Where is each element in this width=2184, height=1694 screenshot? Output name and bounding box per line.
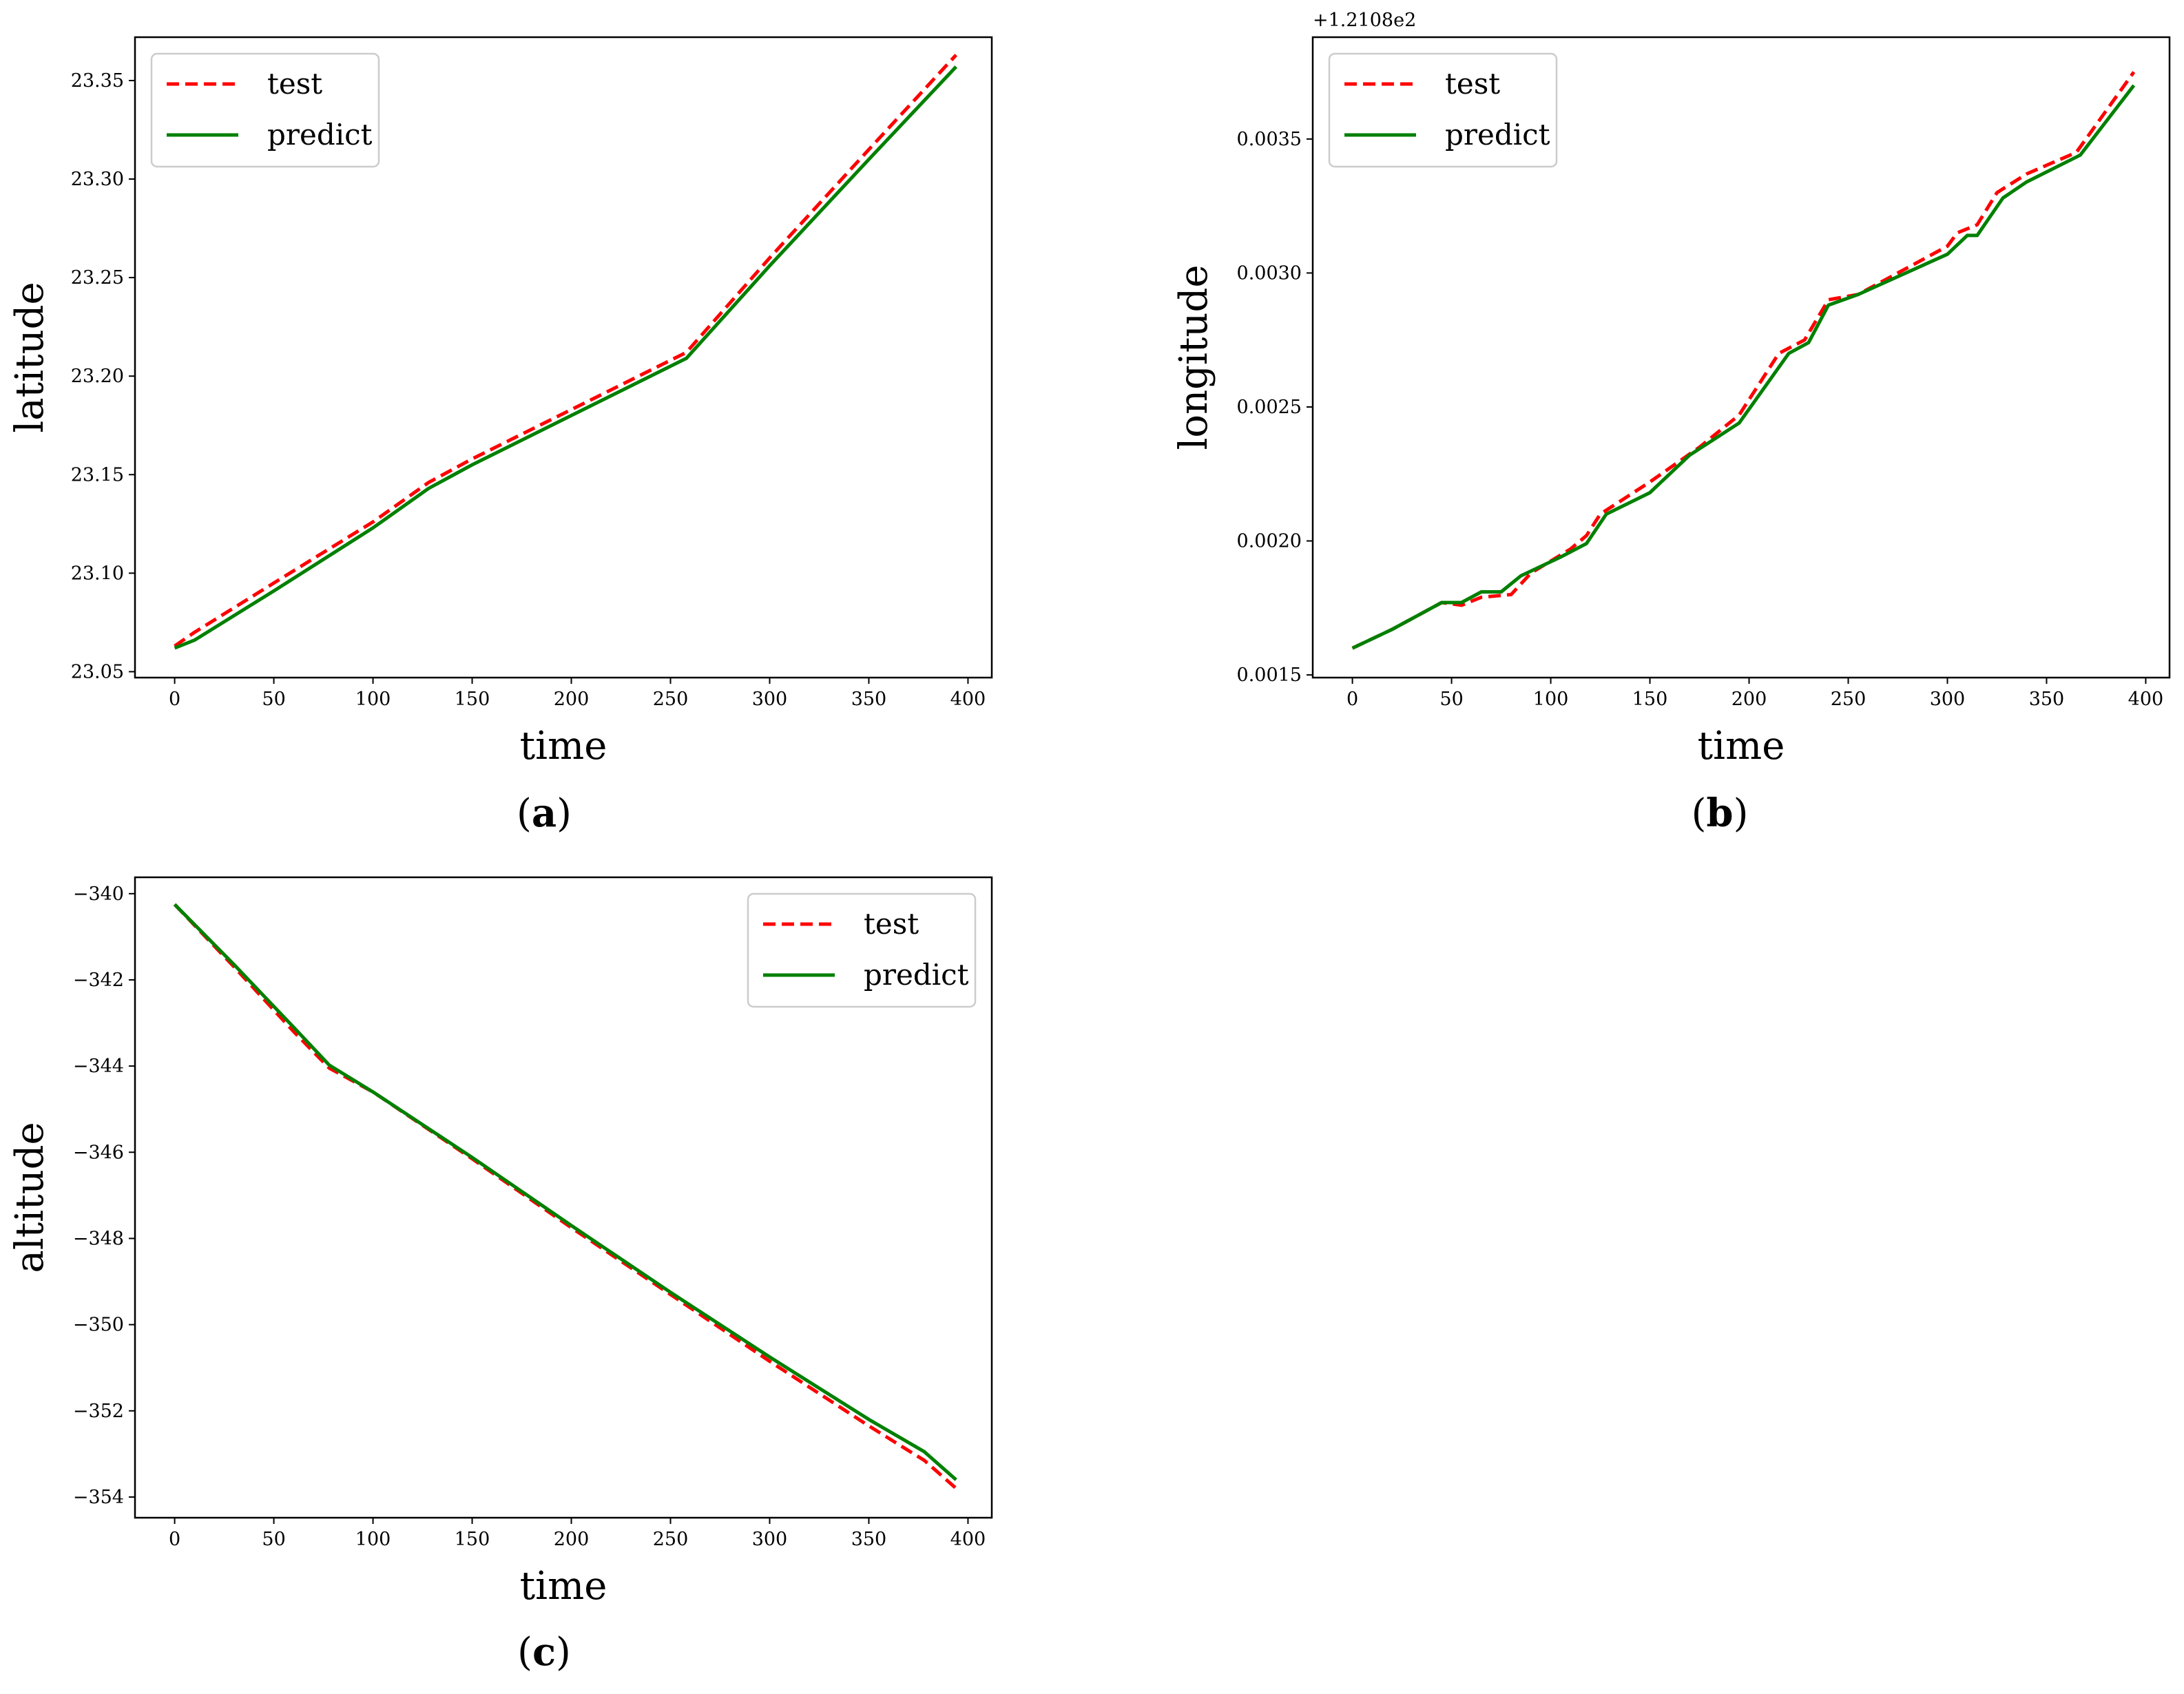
x-tick-label-a: 0 <box>169 689 180 710</box>
caption-b: (b) <box>1692 791 1749 836</box>
y-tick-label-c: −342 <box>73 970 124 991</box>
x-tick-label-b: 100 <box>1533 689 1569 710</box>
legend-label-test-c: test <box>864 907 919 941</box>
caption-c-letter: c <box>532 1629 556 1675</box>
legend-label-test-a: test <box>267 67 322 101</box>
series-line-predict-c <box>173 903 957 1481</box>
y-tick-label-c: −348 <box>73 1228 124 1249</box>
x-axis-label-c: time <box>520 1564 607 1609</box>
caption-c: (c) <box>517 1629 571 1675</box>
y-tick-label-c: −346 <box>73 1142 124 1163</box>
x-tick-label-b: 200 <box>1731 689 1767 710</box>
series-line-test-b <box>1351 71 2136 650</box>
y-tick-label-b: 0.0020 <box>1237 531 1302 552</box>
x-tick-label-c: 0 <box>169 1529 180 1550</box>
legend-box-a <box>150 52 380 168</box>
x-tick-label-a: 100 <box>355 689 391 710</box>
x-tick-label-c: 350 <box>851 1529 887 1550</box>
plot-frame-a <box>134 36 993 679</box>
x-tick-label-c: 250 <box>653 1529 689 1550</box>
x-tick-label-c: 200 <box>554 1529 590 1550</box>
y-tick-label-b: 0.0025 <box>1237 397 1302 418</box>
x-tick-label-b: 250 <box>1831 689 1866 710</box>
legend-label-predict-c: predict <box>864 958 969 992</box>
x-tick-label-b: 400 <box>2128 689 2164 710</box>
y-axis-label-a: latitude <box>8 282 52 432</box>
y-tick-label-b: 0.0035 <box>1237 129 1302 150</box>
x-tick-label-c: 100 <box>355 1529 391 1550</box>
y-tick-label-a: 23.25 <box>71 267 124 289</box>
y-tick-label-a: 23.15 <box>71 464 124 485</box>
legend-b: test predict <box>1328 52 1558 168</box>
y-tick-label-b: 0.0030 <box>1237 262 1302 284</box>
y-tick-label-c: −354 <box>73 1487 124 1508</box>
legend-label-test-b: test <box>1445 67 1500 101</box>
x-axis-label-b: time <box>1698 724 1785 768</box>
y-tick-label-a: 23.20 <box>71 366 124 387</box>
x-tick-label-a: 350 <box>851 689 887 710</box>
y-tick-label-a: 23.35 <box>71 70 124 92</box>
x-tick-label-a: 200 <box>554 689 590 710</box>
x-tick-label-b: 0 <box>1346 689 1358 710</box>
series-line-test-a <box>174 54 958 648</box>
caption-a-letter: a <box>532 791 557 836</box>
series-line-predict-b <box>1351 84 2136 650</box>
caption-a: (a) <box>517 791 572 836</box>
x-tick-label-a: 250 <box>653 689 689 710</box>
x-tick-label-b: 50 <box>1439 689 1463 710</box>
legend-a: test predict <box>150 52 380 168</box>
x-tick-label-a: 150 <box>455 689 490 710</box>
longitude-chart: 0 50 100 150 200 250 300 350 400 0.0015 0.0020 0.00… <box>1172 10 2171 768</box>
y-tick-label-c: −352 <box>73 1401 124 1422</box>
x-tick-label-c: 150 <box>455 1529 490 1550</box>
x-tick-label-c: 300 <box>752 1529 788 1550</box>
plot-frame-c <box>134 876 993 1519</box>
legend-label-predict-b: predict <box>1445 118 1550 151</box>
y-tick-label-a: 23.05 <box>71 661 124 682</box>
x-tick-label-a: 50 <box>262 689 285 710</box>
x-tick-label-a: 400 <box>950 689 986 710</box>
plot-frame-b <box>1311 36 2171 679</box>
latitude-chart: 0 50 100 150 200 250 300 350 400 23.05 23.10 23.15 2… <box>8 36 993 768</box>
x-axis-label-a: time <box>520 724 607 768</box>
y-tick-label-b: 0.0015 <box>1237 665 1302 686</box>
x-tick-label-b: 350 <box>2029 689 2065 710</box>
series-line-predict-a <box>174 65 958 650</box>
legend-c: test predict <box>747 892 977 1008</box>
y-tick-label-a: 23.30 <box>71 169 124 190</box>
altitude-chart: 0 50 100 150 200 250 300 350 400 −354 −352 −350 −348… <box>8 876 993 1609</box>
x-tick-label-b: 300 <box>1930 689 1966 710</box>
y-axis-label-b: longitude <box>1172 264 1216 450</box>
y-tick-label-c: −344 <box>73 1056 124 1077</box>
legend-label-predict-a: predict <box>267 118 373 151</box>
caption-b-letter: b <box>1706 791 1733 836</box>
legend-box-b <box>1328 52 1558 168</box>
x-tick-label-a: 300 <box>752 689 788 710</box>
legend-box-c <box>747 892 977 1008</box>
y-axis-label-c: altitude <box>8 1122 52 1273</box>
x-tick-label-b: 150 <box>1632 689 1668 710</box>
x-tick-label-c: 400 <box>950 1529 986 1550</box>
x-tick-label-c: 50 <box>262 1529 285 1550</box>
y-tick-label-c: −350 <box>73 1315 124 1336</box>
y-offset-text-b: +1.2108e2 <box>1313 10 1416 31</box>
y-tick-label-a: 23.10 <box>71 563 124 584</box>
y-tick-label-c: −340 <box>73 883 124 905</box>
